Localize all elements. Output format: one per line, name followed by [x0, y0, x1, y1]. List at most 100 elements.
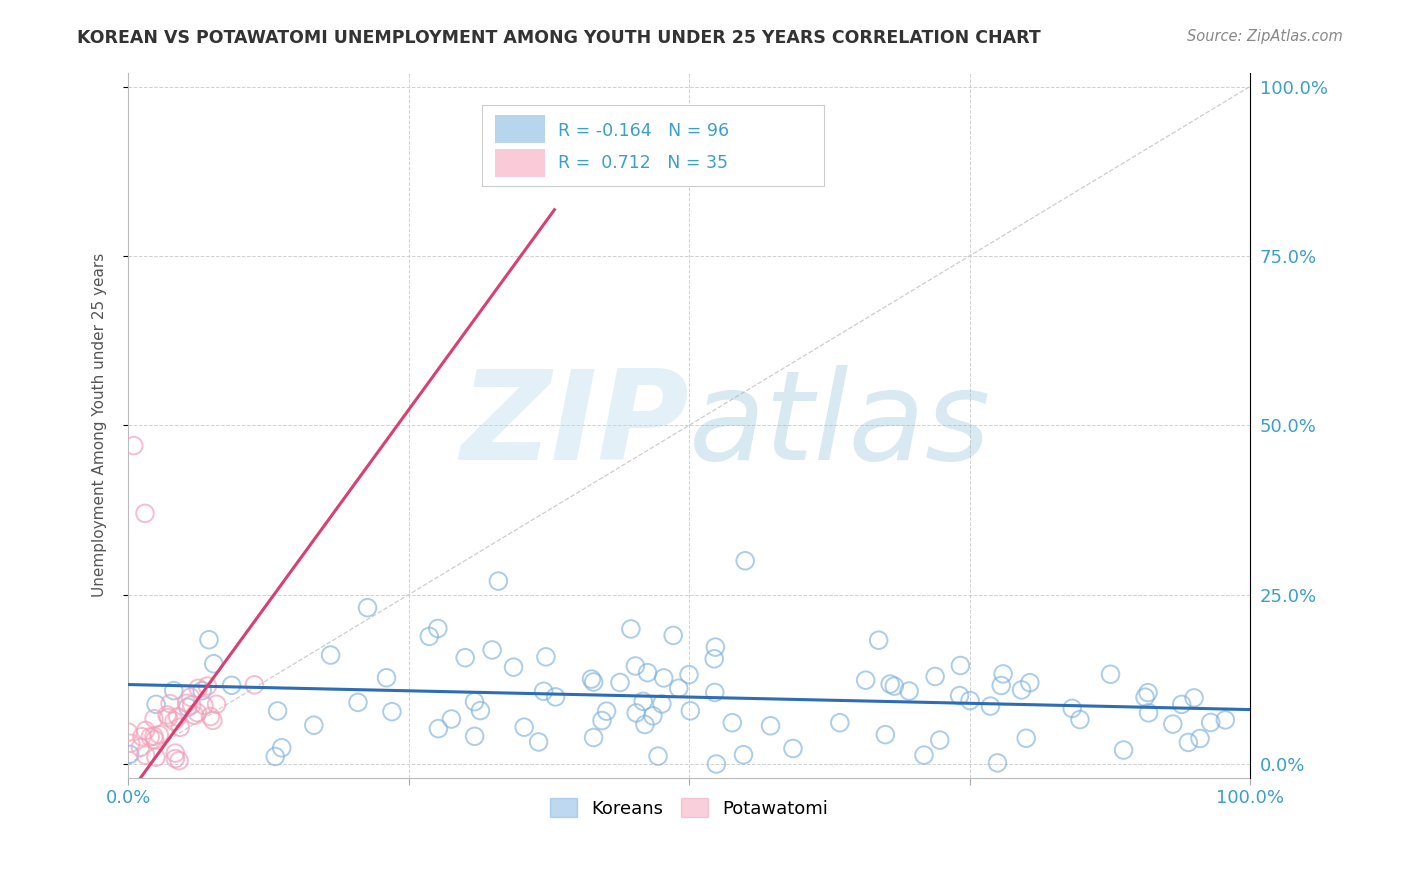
Point	[534, 649, 557, 664]
Point	[624, 706, 647, 720]
Point	[620, 622, 643, 636]
Point	[167, 754, 190, 768]
Point	[1213, 713, 1236, 727]
Point	[159, 697, 181, 711]
Point	[581, 672, 603, 686]
Point	[668, 681, 690, 696]
Point	[1189, 731, 1212, 746]
Point	[703, 685, 725, 699]
Text: atlas: atlas	[689, 365, 991, 486]
Point	[200, 709, 222, 723]
Point	[1199, 715, 1222, 730]
Point	[135, 723, 157, 738]
Point	[157, 710, 180, 724]
Point	[879, 677, 901, 691]
Point	[652, 671, 675, 685]
Point	[875, 728, 897, 742]
Point	[990, 678, 1012, 692]
Point	[266, 704, 288, 718]
Point	[221, 678, 243, 692]
Point	[427, 722, 450, 736]
Point	[898, 684, 921, 698]
Point	[163, 714, 186, 728]
Legend: Koreans, Potawatomi: Koreans, Potawatomi	[543, 791, 835, 825]
Point	[734, 554, 756, 568]
Point	[463, 695, 485, 709]
Point	[678, 667, 700, 681]
Point	[145, 698, 167, 712]
Point	[163, 683, 186, 698]
Point	[637, 665, 659, 680]
Point	[679, 704, 702, 718]
Point	[135, 748, 157, 763]
Point	[703, 652, 725, 666]
Point	[470, 704, 492, 718]
Point	[169, 720, 191, 734]
Point	[440, 712, 463, 726]
Point	[180, 698, 202, 712]
Point	[191, 683, 214, 698]
Point	[647, 749, 669, 764]
Point	[533, 684, 555, 698]
Point	[118, 747, 141, 762]
Point	[634, 717, 657, 731]
Point	[631, 694, 654, 708]
Text: KOREAN VS POTAWATOMI UNEMPLOYMENT AMONG YOUTH UNDER 25 YEARS CORRELATION CHART: KOREAN VS POTAWATOMI UNEMPLOYMENT AMONG …	[77, 29, 1040, 46]
Text: R = -0.164   N = 96: R = -0.164 N = 96	[558, 121, 728, 140]
Text: ZIP: ZIP	[460, 365, 689, 486]
Point	[651, 697, 673, 711]
Point	[179, 690, 201, 705]
Bar	[495, 115, 546, 144]
Point	[139, 730, 162, 744]
Point	[828, 715, 851, 730]
Point	[1011, 682, 1033, 697]
Point	[177, 700, 200, 714]
Point	[193, 698, 215, 713]
Point	[609, 675, 631, 690]
Point	[264, 749, 287, 764]
Point	[319, 648, 342, 662]
Point	[165, 751, 187, 765]
Point	[131, 730, 153, 744]
Point	[986, 756, 1008, 770]
Point	[1137, 685, 1160, 699]
Point	[949, 658, 972, 673]
Point	[426, 622, 449, 636]
Point	[143, 712, 166, 726]
Point	[202, 657, 225, 671]
Point	[924, 669, 946, 683]
Point	[855, 673, 877, 688]
Text: R =  0.712   N = 35: R = 0.712 N = 35	[558, 154, 728, 172]
Point	[481, 643, 503, 657]
Point	[991, 667, 1014, 681]
Point	[176, 696, 198, 710]
Point	[1137, 706, 1160, 720]
Point	[356, 600, 378, 615]
Point	[145, 750, 167, 764]
Point	[143, 732, 166, 747]
Point	[595, 704, 617, 718]
Point	[1182, 690, 1205, 705]
Point	[1170, 698, 1192, 712]
Point	[1069, 713, 1091, 727]
Point	[1062, 701, 1084, 715]
Point	[205, 698, 228, 712]
Point	[959, 693, 981, 707]
Point	[129, 740, 152, 755]
Point	[166, 710, 188, 724]
Point	[527, 735, 550, 749]
Point	[464, 729, 486, 743]
Point	[948, 689, 970, 703]
Point	[142, 729, 165, 743]
Point	[270, 740, 292, 755]
Point	[183, 708, 205, 723]
Point	[912, 748, 935, 763]
Point	[502, 660, 524, 674]
Point	[1112, 743, 1135, 757]
Point	[513, 720, 536, 734]
Point	[582, 731, 605, 745]
Point	[883, 679, 905, 693]
Point	[1133, 690, 1156, 705]
Point	[156, 707, 179, 722]
Point	[1015, 731, 1038, 746]
